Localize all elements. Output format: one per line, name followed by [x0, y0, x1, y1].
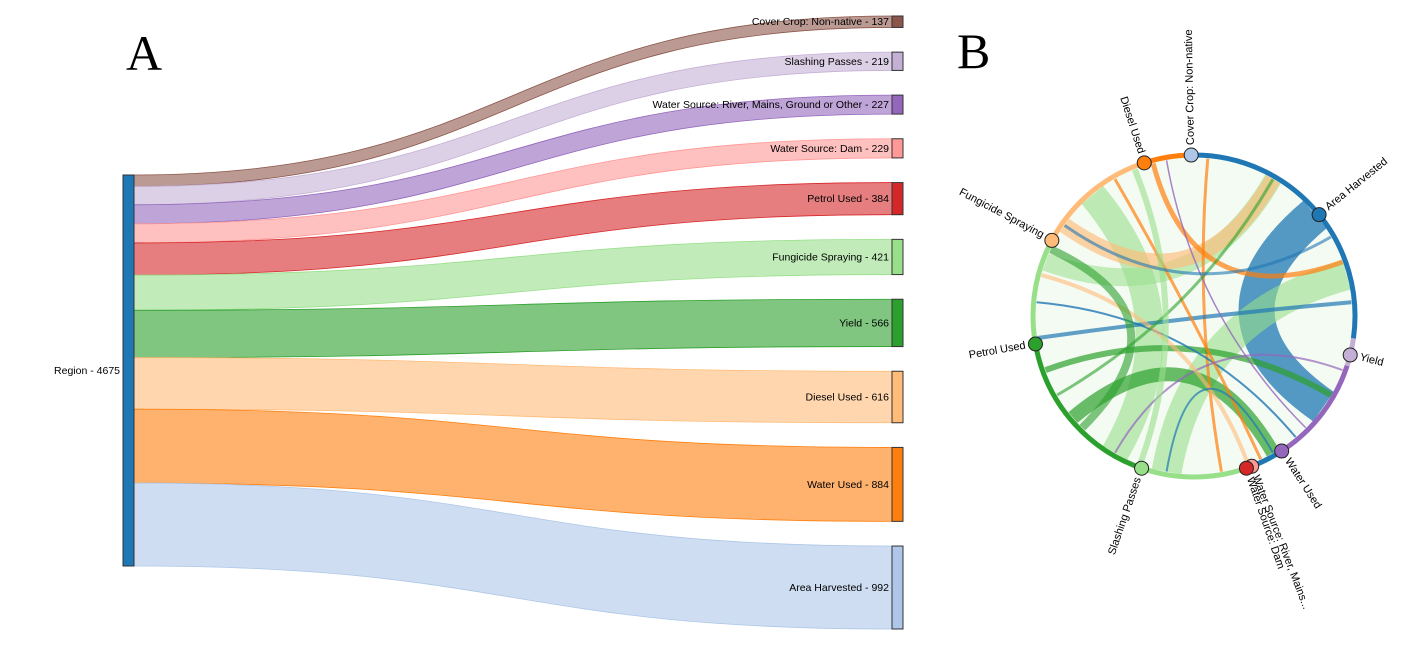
chord-band: [1081, 185, 1164, 460]
sankey-node-yield: [891, 298, 904, 348]
chord-band: [1040, 273, 1250, 466]
chord-node-water-source-dam: [1238, 460, 1254, 476]
sankey-label-water-source-dam: Water Source: Dam - 229: [770, 143, 889, 155]
chord-node-petrol-used: [1027, 336, 1043, 352]
sankey-labels: Cover Crop: Non-native - 137 Slashing Pas…: [54, 16, 889, 594]
chord-label-diesel-used: Diesel Used: [1117, 95, 1147, 155]
chord-bands: [1033, 155, 1355, 477]
sankey-label-water-used: Water Used - 884: [807, 479, 889, 491]
chord-ring-segment: [1143, 466, 1245, 480]
chord-diagram: Cover Crop: Non-native Area Harvested Yiel…: [957, 29, 1390, 611]
sankey-node-region: [122, 174, 135, 567]
sankey-label-diesel-used: Diesel Used - 616: [806, 392, 890, 404]
sankey-label-yield: Yield - 566: [839, 317, 889, 329]
chord-band: [1165, 388, 1274, 472]
chord-band: [1037, 300, 1352, 340]
chord-node-slashing-passes: [1134, 460, 1150, 476]
chord-node-cover-crop-non-native: [1183, 147, 1199, 163]
chord-ring-segment: [1315, 210, 1358, 339]
chord-label-petrol-used: Petrol Used: [968, 340, 1027, 362]
chord-label-yield: Yield: [1358, 351, 1384, 368]
chord-band: [1132, 168, 1169, 466]
sankey-label-slashing-passes: Slashing Passes - 219: [785, 56, 890, 68]
sankey-label-petrol-used: Petrol Used - 384: [807, 193, 889, 205]
chord-band: [1056, 178, 1275, 397]
chord-label-slashing-passes: Slashing Passes: [1106, 475, 1144, 556]
chord-node-yield: [1342, 347, 1358, 363]
chord-band: [1049, 245, 1136, 431]
chord-nodes: [1027, 147, 1358, 476]
chord-ring-segment: [1282, 364, 1350, 452]
sankey-nodes: [122, 15, 904, 630]
chord-label-area-harvested: Area Harvested: [1323, 156, 1390, 213]
sankey-links: [133, 15, 893, 630]
chord-band: [1063, 224, 1332, 276]
sankey-node-water-used: [891, 446, 904, 522]
chord-band: [1114, 353, 1343, 454]
chord-band: [1036, 301, 1297, 438]
chord-label-fungicide-spraying: Fungicide Spraying: [957, 186, 1046, 241]
sankey-label-area-harvested: Area Harvested - 992: [789, 582, 889, 594]
chord-node-diesel-used: [1136, 155, 1152, 171]
chord-label-cover-crop-non-native: Cover Crop: Non-native: [1183, 29, 1197, 145]
sankey-node-area-harvested: [891, 545, 904, 630]
chord-node-fungicide-spraying: [1044, 232, 1060, 248]
sankey-node-slashing-passes: [891, 51, 904, 71]
chord-band: [1165, 160, 1307, 429]
chord-ring-segment: [1191, 152, 1320, 215]
chord-node-area-harvested: [1311, 207, 1327, 223]
panel-a-letter: A: [126, 25, 162, 81]
sankey-node-diesel-used: [891, 370, 904, 424]
chord-node-water-used: [1274, 443, 1290, 459]
chord-label-water-used: Water Used: [1282, 456, 1323, 511]
chord-band: [1113, 178, 1263, 460]
sankey-node-water-source-dam: [891, 138, 904, 159]
sankey-label-fungicide-spraying: Fungicide Spraying - 421: [772, 251, 889, 263]
chord-ring-segment: [1034, 348, 1146, 472]
sankey-node-fungicide-spraying: [891, 238, 904, 276]
sankey-node-cover-crop-non-native: [891, 15, 904, 28]
chord-band: [1150, 162, 1344, 279]
sankey-diagram: Cover Crop: Non-native - 137 Slashing Pas…: [54, 15, 904, 630]
sankey-node-petrol-used: [891, 182, 904, 216]
sankey-node-water-source-river-mains-ground-or-other: [891, 94, 904, 115]
sankey-label-cover-crop-non-native: Cover Crop: Non-native - 137: [752, 16, 889, 28]
panel-b-letter: B: [957, 23, 990, 79]
chord-ring-segment: [1047, 162, 1140, 247]
sankey-label-water-source-river-mains-ground-or-other: Water Source: River, Mains, Ground or Ot…: [652, 99, 889, 111]
sankey-label-region: Region - 4675: [54, 365, 120, 377]
